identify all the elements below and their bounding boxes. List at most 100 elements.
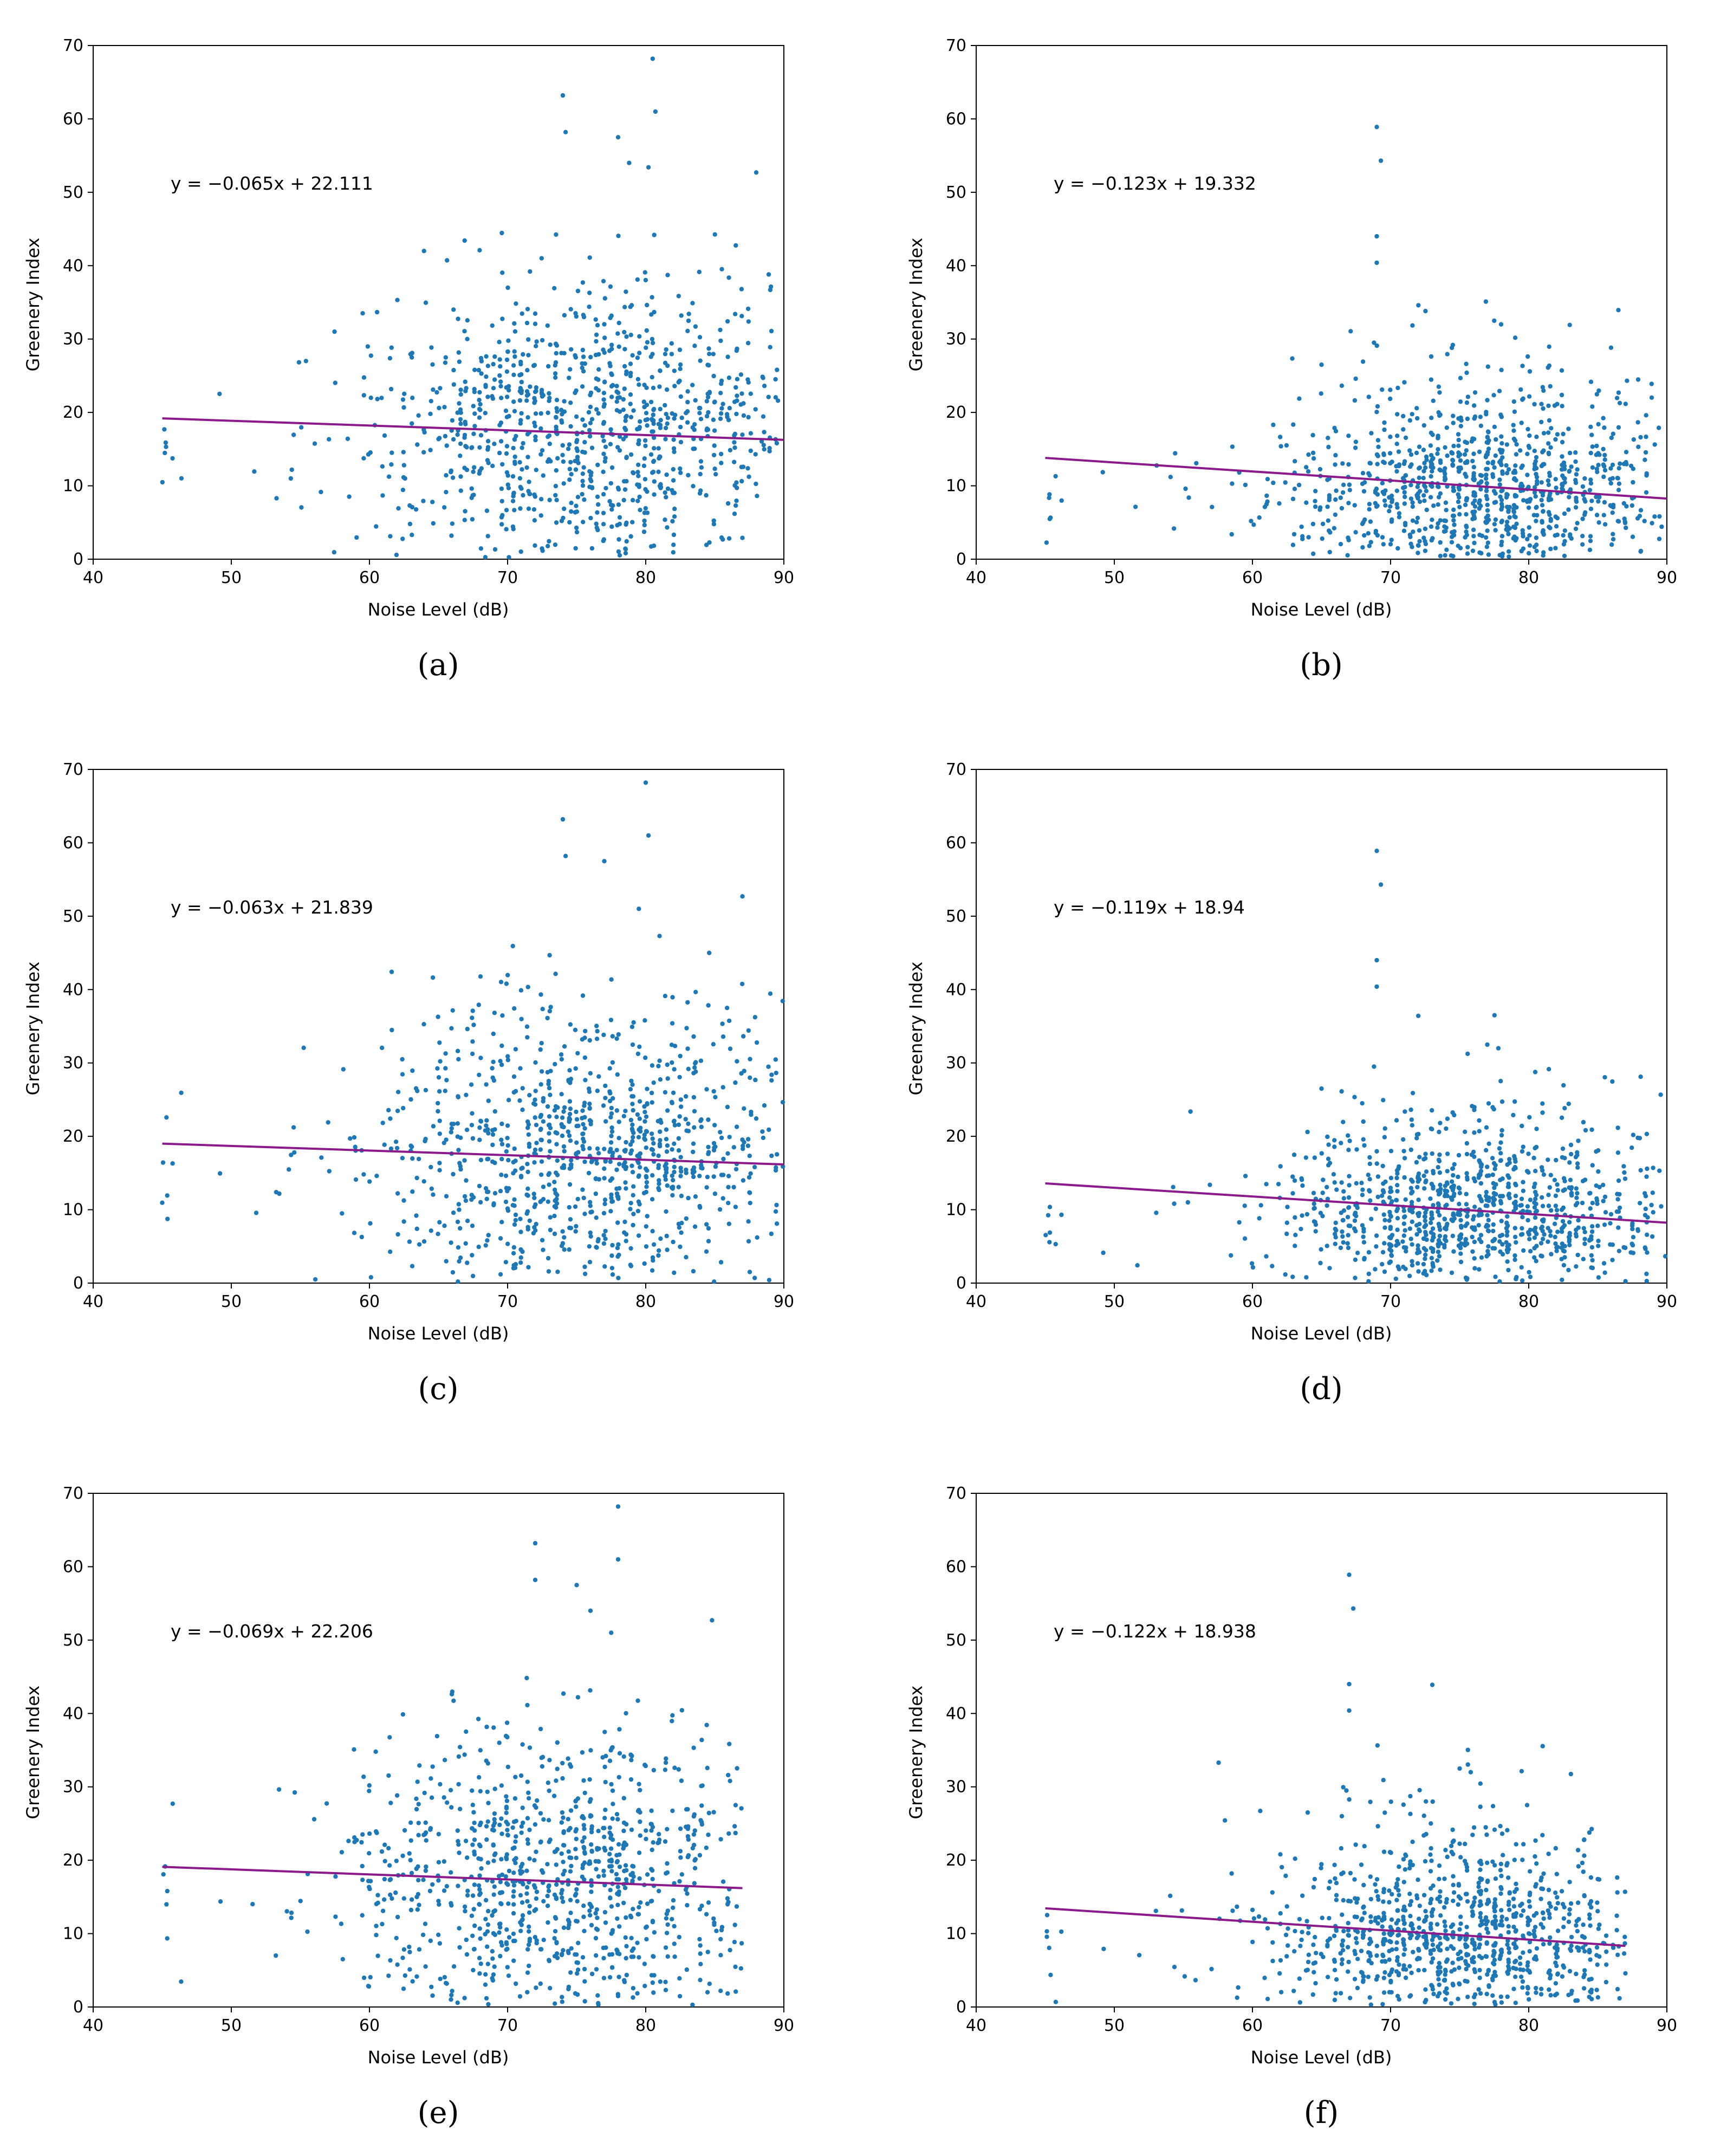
data-point (1615, 1192, 1620, 1196)
data-point (1497, 1233, 1503, 1239)
data-point (524, 320, 530, 326)
data-point (774, 1221, 780, 1226)
data-point (491, 386, 496, 391)
data-point (428, 1827, 433, 1832)
data-point (698, 1205, 703, 1210)
data-point (485, 445, 491, 450)
data-point (1602, 457, 1607, 462)
data-point (1458, 1242, 1463, 1247)
data-point (637, 1116, 642, 1121)
data-point (551, 1794, 557, 1798)
data-point (492, 442, 497, 446)
x-tick-label: 80 (635, 1292, 656, 1311)
data-point (375, 1893, 380, 1898)
data-point (1631, 1251, 1636, 1255)
data-point (449, 1026, 454, 1031)
data-point (504, 1720, 510, 1725)
data-point (1635, 377, 1641, 382)
data-point (566, 1882, 570, 1887)
data-point (631, 497, 635, 503)
data-point (1362, 533, 1367, 538)
data-point (430, 1993, 435, 1998)
data-point (1525, 1218, 1530, 1223)
data-point (622, 347, 627, 352)
data-point (484, 1082, 489, 1087)
data-point (547, 1758, 552, 1763)
data-point (368, 353, 373, 358)
data-point (1614, 396, 1620, 400)
data-point (1264, 493, 1269, 498)
data-point (486, 1233, 491, 1238)
data-point (407, 1967, 412, 1972)
data-point (476, 1717, 481, 1721)
data-point (1396, 1166, 1401, 1171)
data-point (711, 1916, 716, 1921)
data-point (664, 1167, 669, 1173)
data-point (1407, 1273, 1412, 1278)
data-point (693, 324, 698, 329)
data-point (518, 1773, 524, 1778)
data-point (1615, 1197, 1620, 1202)
data-point (651, 1080, 656, 1085)
data-point (622, 1219, 627, 1225)
data-point (1410, 1262, 1415, 1268)
data-point (609, 1904, 614, 1909)
data-point (607, 1066, 612, 1071)
data-point (512, 349, 517, 354)
data-point (713, 1095, 718, 1099)
data-point (1490, 1172, 1495, 1177)
data-point (1514, 521, 1519, 526)
data-point (561, 481, 566, 486)
data-point (525, 415, 530, 420)
data-point (517, 1994, 523, 1999)
data-point (652, 1930, 657, 1935)
data-point (1546, 1067, 1551, 1072)
data-point (692, 1065, 697, 1070)
data-point (477, 1873, 482, 1878)
data-point (1284, 1220, 1289, 1225)
data-point (1548, 1233, 1553, 1238)
data-point (284, 1909, 289, 1914)
data-point (1368, 540, 1373, 545)
data-point (1588, 1190, 1593, 1196)
data-point (170, 456, 175, 461)
data-point (538, 1840, 543, 1845)
y-tick-label: 70 (63, 1484, 83, 1503)
data-point (1540, 493, 1546, 498)
data-point (707, 540, 712, 545)
data-point (576, 461, 581, 465)
data-point (533, 1934, 537, 1940)
data-point (324, 1801, 329, 1806)
data-point (512, 1222, 517, 1227)
data-point (472, 1821, 477, 1825)
data-point (603, 1083, 608, 1089)
data-point (1393, 1276, 1398, 1281)
data-point (1347, 482, 1352, 487)
data-point (631, 1020, 636, 1025)
data-point (733, 385, 738, 390)
y-tick-label: 10 (63, 1925, 83, 1944)
data-point (644, 345, 648, 350)
data-point (1347, 488, 1352, 493)
data-point (1318, 1260, 1323, 1266)
data-point (566, 1756, 570, 1761)
data-point (504, 1149, 509, 1154)
data-point (410, 421, 414, 426)
data-point (1500, 1252, 1505, 1257)
data-point (1492, 1246, 1497, 1251)
data-point (546, 1920, 550, 1925)
data-point (437, 1902, 442, 1907)
data-point (469, 486, 474, 491)
data-point (720, 1879, 726, 1884)
data-point (1525, 1204, 1530, 1209)
data-point (1601, 474, 1606, 480)
data-point (470, 1788, 475, 1793)
data-point (731, 1184, 736, 1190)
data-point (1657, 1168, 1662, 1173)
data-point (568, 1106, 573, 1111)
data-point (643, 780, 648, 785)
data-point (1535, 478, 1540, 484)
data-point (505, 285, 510, 290)
data-point (1527, 394, 1532, 399)
